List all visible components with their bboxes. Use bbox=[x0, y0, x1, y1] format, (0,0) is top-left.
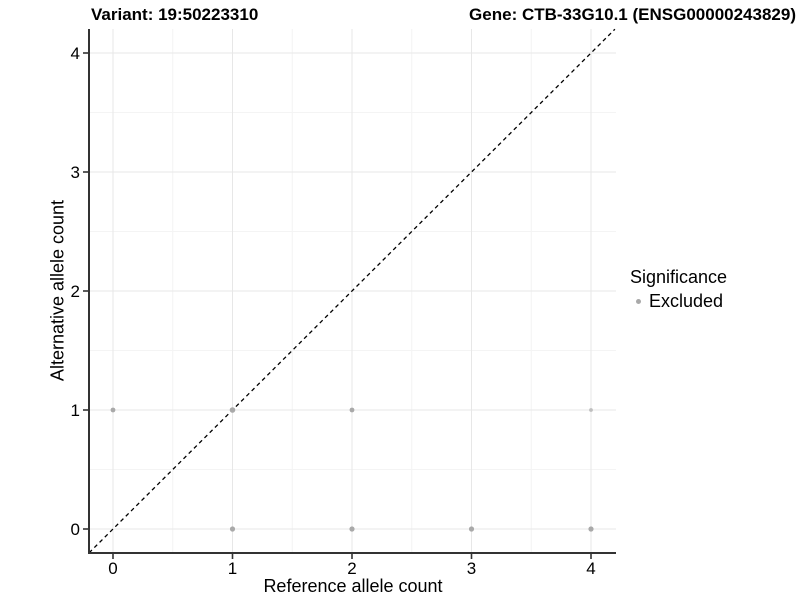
svg-text:2: 2 bbox=[71, 282, 80, 301]
axis-tick-marks bbox=[83, 52, 592, 559]
x-axis-title: Reference allele count bbox=[263, 576, 443, 596]
svg-text:3: 3 bbox=[71, 163, 80, 182]
svg-text:4: 4 bbox=[586, 559, 595, 578]
legend-item-label: Excluded bbox=[649, 291, 724, 311]
excluded-point-icon bbox=[636, 299, 641, 304]
svg-text:0: 0 bbox=[71, 520, 80, 539]
y-axis-title: Alternative allele count bbox=[47, 199, 68, 382]
identity-dashed-line bbox=[88, 28, 616, 554]
svg-text:1: 1 bbox=[71, 401, 80, 420]
legend-item-excluded: Excluded bbox=[630, 291, 727, 312]
svg-text:0: 0 bbox=[108, 559, 117, 578]
svg-text:3: 3 bbox=[467, 559, 476, 578]
legend: Significance Excluded bbox=[630, 267, 727, 312]
svg-text:4: 4 bbox=[71, 44, 80, 63]
axis-tick-labels: 0 1 2 3 4 0 1 2 3 4 bbox=[71, 44, 596, 578]
axis-lines bbox=[88, 29, 616, 554]
legend-title: Significance bbox=[630, 267, 728, 287]
svg-text:1: 1 bbox=[228, 559, 237, 578]
variant-title: Variant: 19:50223310 bbox=[91, 5, 259, 24]
gene-title: Gene: CTB-33G10.1 (ENSG00000243829) bbox=[469, 5, 796, 24]
data-points bbox=[110, 407, 594, 532]
svg-text:2: 2 bbox=[347, 559, 356, 578]
